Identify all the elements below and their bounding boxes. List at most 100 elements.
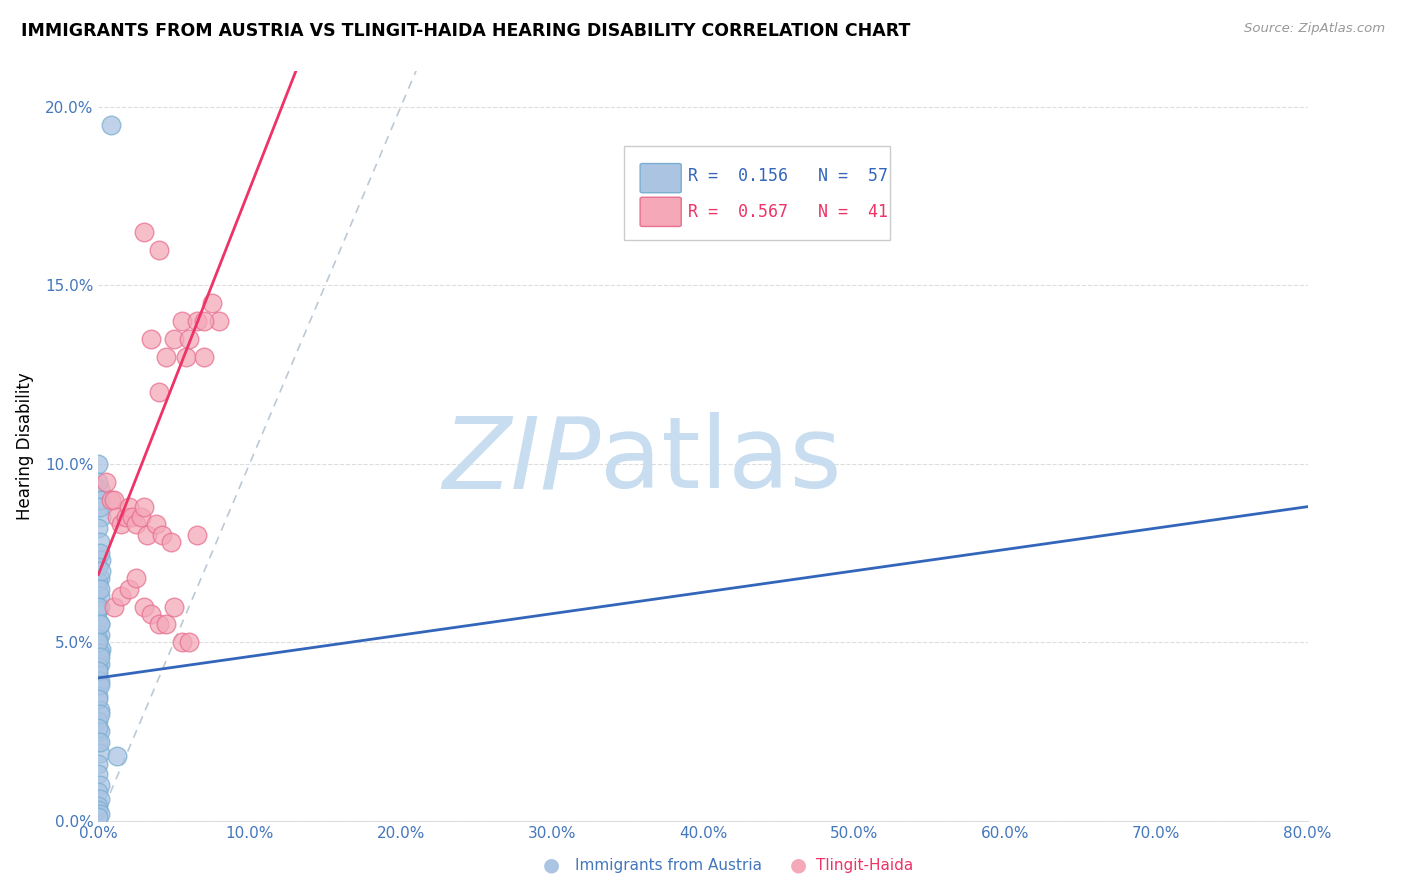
FancyBboxPatch shape xyxy=(640,197,682,227)
Point xyxy=(90,564,112,578)
Point xyxy=(89,746,111,760)
Point xyxy=(89,582,111,596)
Point xyxy=(89,482,111,496)
Point xyxy=(148,243,170,257)
Point xyxy=(193,350,215,364)
Point xyxy=(125,571,148,585)
Point xyxy=(87,599,110,614)
Point xyxy=(87,756,110,771)
Point xyxy=(87,560,110,574)
Point xyxy=(89,657,111,671)
Point xyxy=(163,599,186,614)
Point xyxy=(89,806,111,821)
Point xyxy=(110,589,132,603)
Point xyxy=(87,689,110,703)
Point xyxy=(105,510,128,524)
Point xyxy=(87,767,110,781)
Point xyxy=(174,350,197,364)
FancyBboxPatch shape xyxy=(640,163,682,193)
Point xyxy=(105,749,128,764)
Point xyxy=(89,706,111,721)
Point xyxy=(87,721,110,735)
Point xyxy=(87,574,110,589)
Point xyxy=(87,667,110,681)
Point xyxy=(132,225,155,239)
Point xyxy=(87,803,110,817)
Text: Tlingit-Haida: Tlingit-Haida xyxy=(815,858,914,872)
Point xyxy=(89,546,111,560)
Point xyxy=(132,500,155,514)
Point xyxy=(179,332,201,346)
Point xyxy=(89,703,111,717)
Point xyxy=(89,571,111,585)
Point xyxy=(87,614,110,628)
Point xyxy=(118,582,141,596)
Point xyxy=(89,646,111,660)
Point xyxy=(163,332,186,346)
Point xyxy=(155,617,177,632)
Point xyxy=(89,535,111,549)
Point xyxy=(90,510,112,524)
Point xyxy=(87,457,110,471)
Point xyxy=(193,314,215,328)
Point xyxy=(100,118,122,132)
Point xyxy=(118,500,141,514)
Point xyxy=(121,510,143,524)
Point xyxy=(87,678,110,692)
FancyBboxPatch shape xyxy=(624,146,890,240)
Point xyxy=(89,617,111,632)
Text: ●: ● xyxy=(543,855,560,875)
Point xyxy=(90,642,112,657)
Point xyxy=(132,599,155,614)
Point xyxy=(89,792,111,806)
Point xyxy=(90,553,112,567)
Point xyxy=(103,599,125,614)
Point xyxy=(87,660,110,674)
Point xyxy=(150,528,173,542)
Point xyxy=(186,314,208,328)
Point xyxy=(89,724,111,739)
Text: atlas: atlas xyxy=(600,412,842,509)
Point xyxy=(125,517,148,532)
Point xyxy=(87,735,110,749)
Point xyxy=(89,599,111,614)
Point xyxy=(89,778,111,792)
Point xyxy=(87,635,110,649)
Point xyxy=(160,535,183,549)
Point xyxy=(89,492,111,507)
Point xyxy=(87,714,110,728)
Point xyxy=(89,649,111,664)
Point xyxy=(135,528,157,542)
Point xyxy=(103,492,125,507)
Point xyxy=(87,799,110,814)
Point xyxy=(129,510,152,524)
Point xyxy=(89,674,111,689)
Text: IMMIGRANTS FROM AUSTRIA VS TLINGIT-HAIDA HEARING DISABILITY CORRELATION CHART: IMMIGRANTS FROM AUSTRIA VS TLINGIT-HAIDA… xyxy=(21,22,911,40)
Point xyxy=(110,517,132,532)
Point xyxy=(87,603,110,617)
Point xyxy=(179,635,201,649)
Point xyxy=(141,607,163,621)
Point xyxy=(170,314,193,328)
Point xyxy=(114,510,136,524)
Point xyxy=(141,332,163,346)
Point xyxy=(148,385,170,400)
Point xyxy=(87,632,110,646)
Point xyxy=(148,617,170,632)
Text: Immigrants from Austria: Immigrants from Austria xyxy=(575,858,762,872)
Text: ●: ● xyxy=(789,855,807,875)
Point xyxy=(87,810,110,824)
Point xyxy=(87,582,110,596)
Point xyxy=(87,664,110,678)
Point xyxy=(186,528,208,542)
Point xyxy=(170,635,193,649)
Point xyxy=(89,500,111,514)
Point xyxy=(89,589,111,603)
Point xyxy=(87,785,110,799)
Text: R =  0.567   N =  41: R = 0.567 N = 41 xyxy=(689,203,889,221)
Text: Source: ZipAtlas.com: Source: ZipAtlas.com xyxy=(1244,22,1385,36)
Point xyxy=(89,735,111,749)
Point xyxy=(87,692,110,706)
Point xyxy=(208,314,231,328)
Point xyxy=(201,296,224,310)
